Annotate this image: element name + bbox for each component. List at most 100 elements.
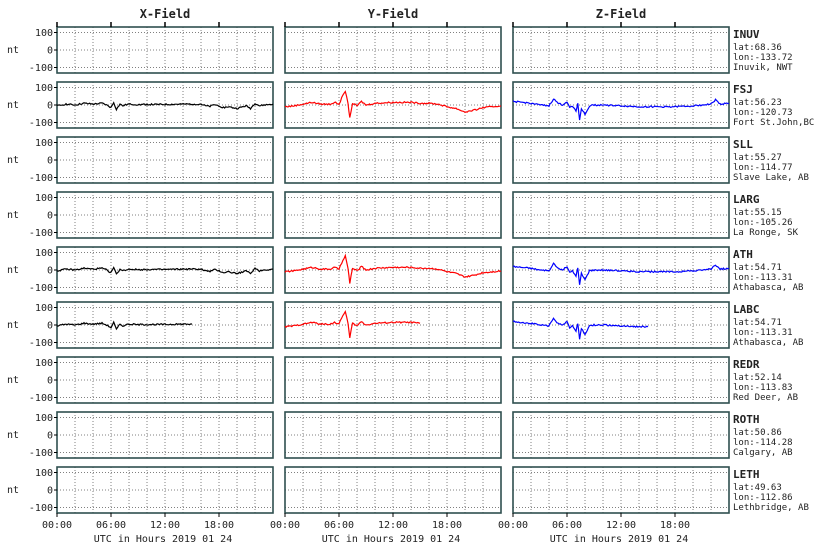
series-line-LABC-Z-Field: [512, 317, 649, 340]
station-code-LETH: LETH: [733, 468, 760, 481]
ytick-label: 0: [47, 211, 53, 222]
station-lat-LETH: lat:49.63: [733, 483, 782, 493]
ytick-label: 100: [35, 413, 53, 424]
station-lat-LABC: lat:54.71: [733, 318, 782, 328]
ytick-label: 100: [35, 28, 53, 39]
ylabel-LABC: nt: [7, 320, 19, 331]
ylabel-LETH: nt: [7, 485, 19, 496]
xtick-label: 12:00: [606, 520, 636, 531]
station-lon-FSJ: lon:-120.73: [733, 108, 793, 118]
ytick-label: -100: [29, 503, 53, 514]
series-line-FSJ-Z-Field: [512, 98, 730, 121]
panel-frame-LABC-2: [512, 301, 730, 349]
xtick-label: 06:00: [324, 520, 354, 531]
ylabel-INUV: nt: [7, 45, 19, 56]
ytick-label: 0: [47, 431, 53, 442]
station-lat-SLL: lat:55.27: [733, 153, 782, 163]
ytick-label: 0: [47, 46, 53, 57]
panel-frame-ATH-2: [512, 246, 730, 294]
station-code-FSJ: FSJ: [733, 83, 753, 96]
series-line-ATH-X-Field: [56, 266, 273, 275]
ytick-label: 0: [47, 101, 53, 112]
ytick-label: -100: [29, 448, 53, 459]
ytick-label: 100: [35, 303, 53, 314]
ylabel-SLL: nt: [7, 155, 19, 166]
station-lat-ROTH: lat:50.86: [733, 428, 782, 438]
station-place-REDR: Red Deer, AB: [733, 393, 798, 403]
ytick-label: 0: [47, 486, 53, 497]
ylabel-FSJ: nt: [7, 100, 19, 111]
station-code-LARG: LARG: [733, 193, 760, 206]
station-place-ATH: Athabasca, AB: [733, 283, 803, 293]
ytick-label: 0: [47, 266, 53, 277]
ytick-label: -100: [29, 338, 53, 349]
xtick-label: 18:00: [432, 520, 462, 531]
station-code-LABC: LABC: [733, 303, 760, 316]
ytick-label: -100: [29, 63, 53, 74]
xtick-label: 00:00: [42, 520, 72, 531]
ytick-label: -100: [29, 393, 53, 404]
station-code-ATH: ATH: [733, 248, 753, 261]
ylabel-ROTH: nt: [7, 430, 19, 441]
xaxis-label-2: UTC in Hours 2019 01 24: [550, 534, 688, 545]
ytick-label: 0: [47, 376, 53, 387]
panel-frame-ROTH-1: [284, 411, 502, 459]
ytick-label: -100: [29, 228, 53, 239]
xtick-label: 12:00: [378, 520, 408, 531]
station-lat-ATH: lat:54.71: [733, 263, 782, 273]
panel-frame-REDR-1: [284, 356, 502, 404]
station-lat-REDR: lat:52.14: [733, 373, 782, 383]
series-line-ATH-Z-Field: [512, 262, 730, 285]
ytick-label: 0: [47, 321, 53, 332]
station-place-FSJ: Fort St.John,BC: [733, 118, 814, 128]
xtick-label: 12:00: [150, 520, 180, 531]
station-place-INUV: Inuvik, NWT: [733, 63, 793, 73]
series-line-LABC-X-Field: [56, 320, 193, 331]
panel-frame-FSJ-2: [512, 81, 730, 129]
xtick-label: 00:00: [498, 520, 528, 531]
ylabel-ATH: nt: [7, 265, 19, 276]
series-line-FSJ-Y-Field: [284, 90, 502, 118]
ylabel-REDR: nt: [7, 375, 19, 386]
xtick-label: 06:00: [552, 520, 582, 531]
column-title-0: X-Field: [140, 7, 191, 21]
station-code-ROTH: ROTH: [733, 413, 760, 426]
ylabel-LARG: nt: [7, 210, 19, 221]
station-lon-ATH: lon:-113.31: [733, 273, 793, 283]
series-line-FSJ-X-Field: [56, 101, 274, 112]
station-lon-LETH: lon:-112.86: [733, 493, 793, 503]
ytick-label: 0: [47, 156, 53, 167]
xtick-label: 00:00: [270, 520, 300, 531]
series-line-ATH-Y-Field: [284, 253, 502, 284]
station-lon-REDR: lon:-113.83: [733, 383, 793, 393]
ytick-label: 100: [35, 83, 53, 94]
xaxis-label-1: UTC in Hours 2019 01 24: [322, 534, 460, 545]
ytick-label: 100: [35, 468, 53, 479]
column-title-2: Z-Field: [596, 7, 647, 21]
ytick-label: -100: [29, 283, 53, 294]
panel-frame-LARG-1: [284, 191, 502, 239]
station-place-LETH: Lethbridge, AB: [733, 503, 809, 513]
xaxis-label-0: UTC in Hours 2019 01 24: [94, 534, 232, 545]
xtick-label: 06:00: [96, 520, 126, 531]
panel-frame-REDR-2: [512, 356, 730, 404]
station-code-SLL: SLL: [733, 138, 753, 151]
ytick-label: 100: [35, 248, 53, 259]
station-lon-LABC: lon:-113.31: [733, 328, 793, 338]
station-lat-INUV: lat:68.36: [733, 43, 782, 53]
panel-frame-LARG-2: [512, 191, 730, 239]
panel-frame-SLL-2: [512, 136, 730, 184]
station-lat-LARG: lat:55.15: [733, 208, 782, 218]
ytick-label: -100: [29, 173, 53, 184]
station-lon-ROTH: lon:-114.28: [733, 438, 793, 448]
ytick-label: 100: [35, 358, 53, 369]
station-place-LABC: Athabasca, AB: [733, 338, 803, 348]
panel-frame-SLL-1: [284, 136, 502, 184]
panel-frame-ROTH-2: [512, 411, 730, 459]
ytick-label: 100: [35, 193, 53, 204]
ytick-label: 100: [35, 138, 53, 149]
station-lat-FSJ: lat:56.23: [733, 98, 782, 108]
ytick-label: -100: [29, 118, 53, 129]
station-code-REDR: REDR: [733, 358, 760, 371]
